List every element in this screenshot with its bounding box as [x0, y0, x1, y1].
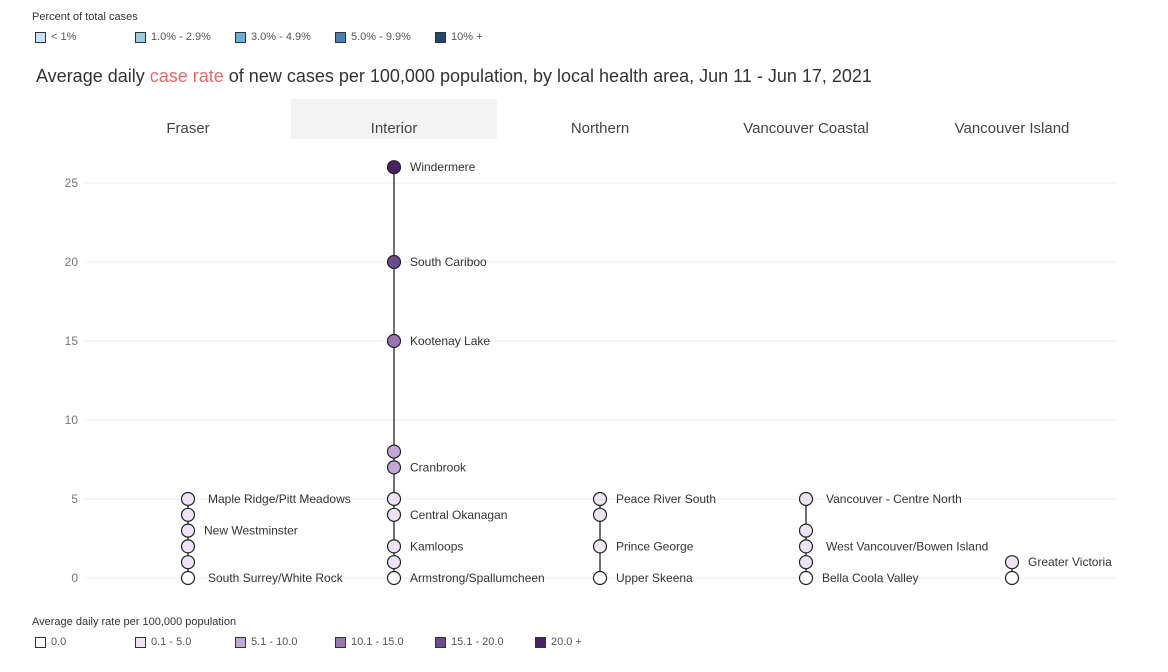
rate-legend-label: 20.0 +: [551, 636, 582, 648]
data-point: [180, 539, 196, 554]
pct-legend-swatch: [135, 31, 146, 43]
data-point: [592, 491, 608, 507]
point-label: South Cariboo: [410, 255, 487, 269]
data-point: [592, 539, 608, 554]
y-tick-label: 25: [65, 176, 79, 190]
rate-legend-item: 0.1 - 5.0: [135, 636, 235, 648]
data-point: [180, 491, 196, 507]
rate-legend-label: 15.1 - 20.0: [451, 636, 504, 648]
bottom-legend: 0.0 0.1 - 5.0 5.1 - 10.0 10.1 - 15.0 15.1 - …: [35, 636, 635, 648]
pct-legend-item: 1.0% - 2.9%: [135, 31, 235, 43]
pct-legend-label: 3.0% - 4.9%: [251, 31, 311, 43]
rate-legend-item: 20.0 +: [535, 636, 635, 648]
point-label: South Surrey/White Rock: [208, 571, 344, 585]
pct-legend-item: 3.0% - 4.9%: [235, 31, 335, 43]
pct-legend-item: < 1%: [35, 31, 135, 43]
rate-legend-item: 10.1 - 15.0: [335, 636, 435, 648]
data-point: [798, 570, 814, 586]
rate-legend-swatch: [235, 636, 246, 648]
pct-legend-item: 10% +: [435, 31, 535, 43]
rate-legend-label: 10.1 - 15.0: [351, 636, 404, 648]
bottom-legend-title: Average daily rate per 100,000 populatio…: [32, 616, 237, 628]
title-prefix: Average daily: [36, 66, 150, 86]
data-point: [386, 491, 402, 507]
rate-legend-swatch: [135, 636, 146, 648]
point-label: Armstrong/Spallumcheen: [410, 571, 545, 585]
point-label: Upper Skeena: [616, 571, 693, 585]
point-label: Peace River South: [616, 492, 716, 506]
category-header: Vancouver Coastal: [743, 120, 869, 137]
point-label: Greater Victoria: [1028, 555, 1112, 569]
rate-legend-swatch: [335, 636, 346, 648]
rate-legend-swatch: [35, 636, 46, 648]
point-label: Vancouver - Centre North: [826, 492, 962, 506]
pct-legend-swatch: [35, 31, 46, 43]
rate-legend-swatch: [535, 636, 546, 648]
rate-legend-label: 0.0: [51, 636, 67, 648]
data-point: [1004, 570, 1020, 586]
title-suffix: of new cases per 100,000 population, by …: [223, 66, 872, 86]
chart-title: Average daily case rate of new cases per…: [36, 66, 872, 87]
rate-legend-item: 0.0: [35, 636, 135, 648]
rate-legend-item: 15.1 - 20.0: [435, 636, 535, 648]
data-point: [386, 507, 402, 522]
data-point: [798, 539, 814, 554]
y-tick-label: 5: [71, 492, 78, 506]
data-point: [180, 555, 196, 570]
pct-legend-label: 1.0% - 2.9%: [151, 31, 211, 43]
data-point: [798, 555, 814, 570]
point-label: Maple Ridge/Pitt Meadows: [208, 492, 351, 506]
data-point: [386, 539, 402, 554]
data-point: [798, 523, 814, 538]
data-point: [592, 507, 608, 522]
pct-legend-swatch: [235, 31, 246, 43]
data-point: [1004, 555, 1020, 570]
pct-legend-label: 5.0% - 9.9%: [351, 31, 411, 43]
category-header: Northern: [571, 120, 629, 137]
data-point: [386, 444, 402, 459]
y-tick-label: 0: [71, 571, 78, 585]
top-legend-title: Percent of total cases: [32, 11, 138, 23]
y-tick-label: 10: [65, 413, 79, 427]
point-label: Cranbrook: [410, 460, 467, 474]
top-legend: < 1% 1.0% - 2.9% 3.0% - 4.9% 5.0% - 9.9% 10%…: [35, 31, 535, 43]
point-label: Bella Coola Valley: [822, 571, 919, 585]
pct-legend-label: < 1%: [51, 31, 77, 43]
title-highlight: case rate: [149, 66, 224, 86]
point-label: Windermere: [410, 160, 476, 174]
pct-legend-swatch: [435, 31, 446, 43]
rate-legend-swatch: [435, 636, 446, 648]
pct-legend-label: 10% +: [451, 31, 483, 43]
data-point: [798, 491, 814, 507]
point-label: Prince George: [616, 539, 694, 553]
data-point: [386, 333, 402, 349]
data-point: [386, 160, 402, 175]
rate-legend-label: 5.1 - 10.0: [251, 636, 298, 648]
data-point: [592, 570, 608, 586]
rate-legend-label: 0.1 - 5.0: [151, 636, 192, 648]
y-tick-label: 15: [65, 334, 79, 348]
category-header: Interior: [371, 120, 418, 137]
data-point: [180, 523, 196, 538]
data-point: [386, 460, 402, 475]
data-point: [386, 254, 402, 270]
data-point: [386, 555, 402, 570]
point-label: Kootenay Lake: [410, 334, 490, 348]
data-point: [386, 570, 402, 586]
data-point: [180, 507, 196, 522]
point-label: Kamloops: [410, 539, 463, 553]
point-label: West Vancouver/Bowen Island: [826, 539, 988, 553]
rate-legend-item: 5.1 - 10.0: [235, 636, 335, 648]
highlighted-column-band: [291, 99, 497, 139]
pct-legend-swatch: [335, 31, 346, 43]
point-label: New Westminster: [204, 524, 298, 538]
category-header: Fraser: [166, 120, 209, 137]
y-tick-label: 20: [65, 255, 79, 269]
category-header: Vancouver Island: [955, 120, 1070, 137]
pct-legend-item: 5.0% - 9.9%: [335, 31, 435, 43]
point-label: Central Okanagan: [410, 508, 507, 522]
data-point: [180, 570, 196, 586]
